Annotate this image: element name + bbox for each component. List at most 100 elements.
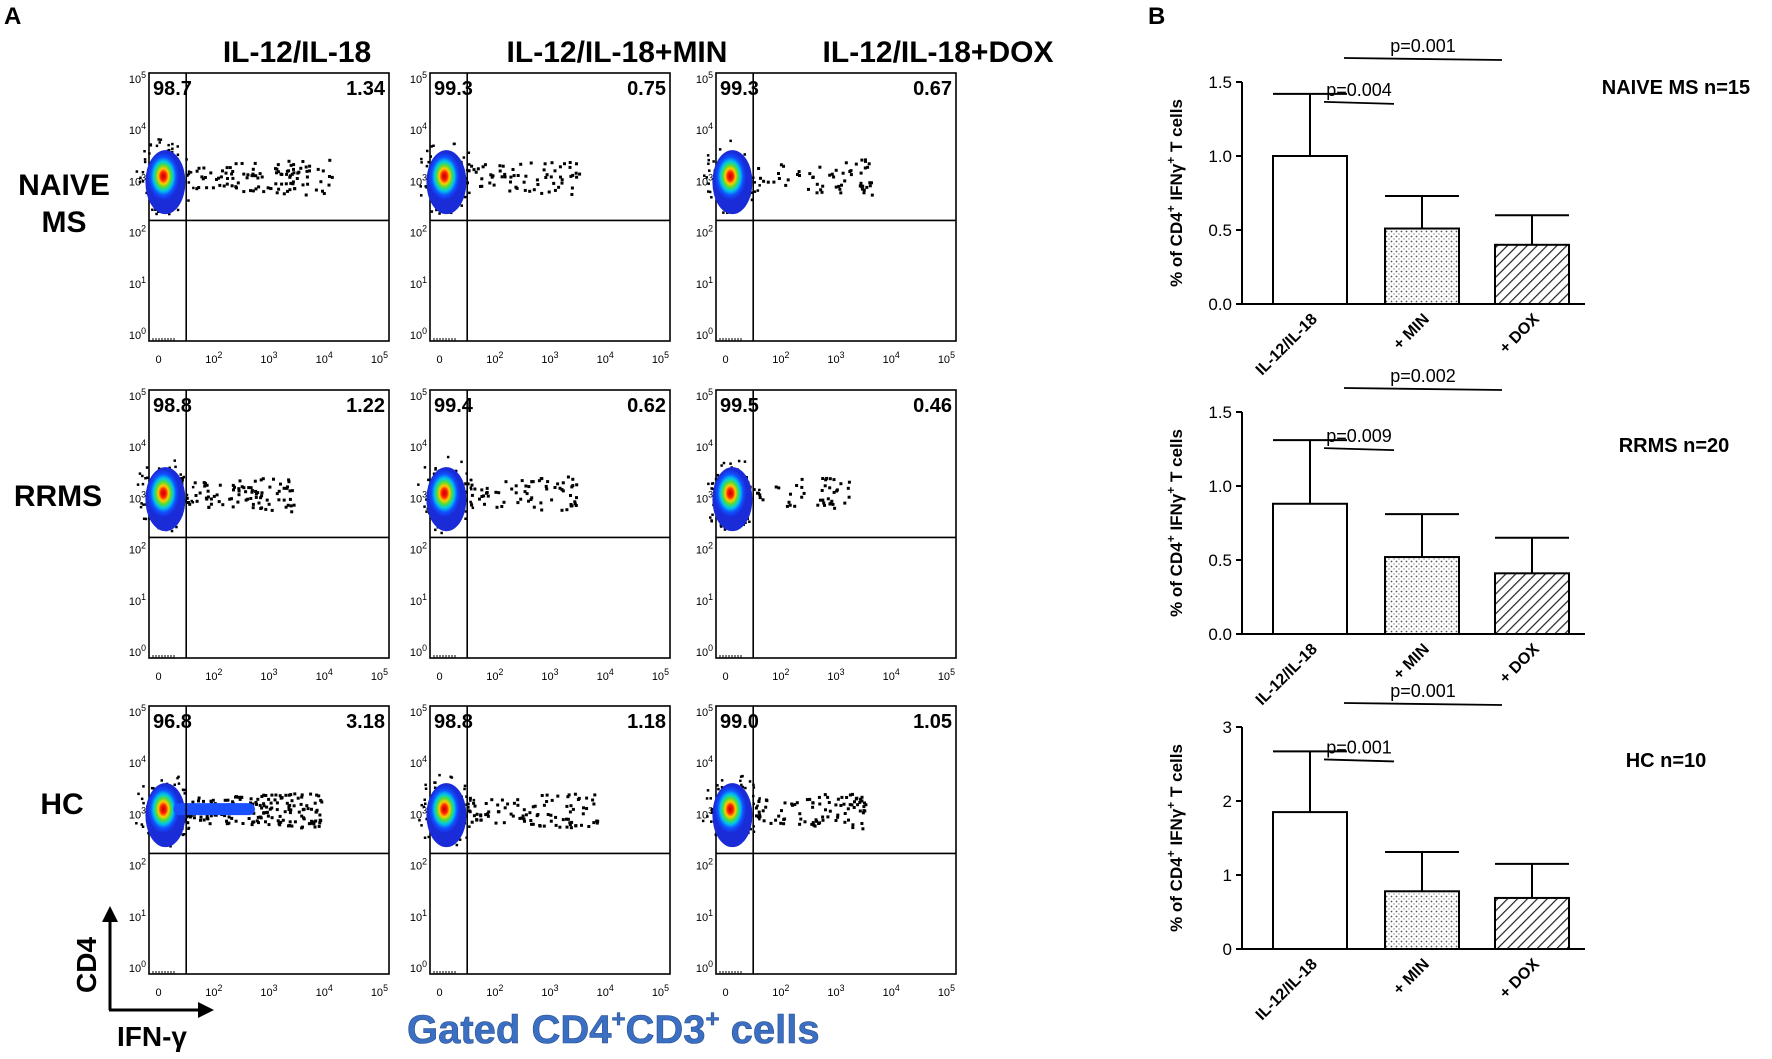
x-tick-label: 105: [938, 350, 955, 366]
y-tick-label-base: 10: [129, 861, 141, 873]
x-tick-label-exp: 3: [273, 983, 278, 993]
x-tick-label-exp: 2: [498, 983, 503, 993]
event-dot: [485, 491, 489, 494]
event-dot: [707, 482, 710, 486]
y-tick-label-exp: 0: [708, 959, 713, 969]
event-dot: [151, 208, 154, 211]
event-dot: [464, 482, 468, 486]
event-dot: [758, 488, 761, 492]
y-tick-label: 0.5: [1208, 221, 1232, 240]
y-tick-label-base: 10: [696, 125, 708, 137]
event-dot: [280, 173, 284, 176]
event-dot: [716, 473, 720, 477]
y-tick-label-exp: 4: [422, 438, 427, 448]
event-dot: [818, 821, 822, 825]
x-tick-label-exp: 4: [609, 667, 614, 677]
panel-a-label: A: [4, 3, 21, 30]
event-dot: [141, 482, 145, 486]
quadrant-ur-value: 1.34: [346, 78, 386, 100]
event-dot: [274, 182, 278, 186]
event-dot: [169, 845, 172, 848]
event-dot: [144, 477, 147, 480]
y-tick-label-base: 10: [410, 493, 422, 505]
event-dot: [719, 525, 723, 528]
x-tick-label-base: 10: [938, 354, 950, 366]
y-tick-label-base: 10: [696, 176, 708, 188]
event-dot: [520, 479, 524, 483]
event-dot: [472, 798, 476, 802]
event-dot: [830, 172, 834, 176]
x-tick-label-exp: 2: [784, 350, 789, 360]
event-dot: [757, 167, 761, 170]
event-dot: [860, 158, 864, 162]
event-dot: [136, 483, 140, 486]
x-tick-label-exp: 3: [840, 983, 845, 993]
event-dot: [843, 179, 847, 183]
event-dot: [290, 489, 294, 493]
y-tick-label: 101: [696, 275, 713, 291]
event-dot: [574, 171, 578, 175]
event-dot: [181, 479, 184, 482]
x-tick-label-base: 10: [883, 354, 895, 366]
event-dot: [201, 177, 205, 181]
event-dot: [723, 528, 727, 531]
y-tick-label-base: 10: [129, 391, 141, 403]
event-dot: [141, 825, 145, 828]
x-tick-label-base: 10: [772, 354, 784, 366]
event-dot: [256, 797, 260, 801]
event-dot: [816, 503, 820, 507]
event-dot: [292, 503, 296, 507]
event-dot: [843, 820, 847, 824]
x-tick-label-base: 10: [205, 354, 217, 366]
y-tick-label-base: 10: [129, 809, 141, 821]
event-dot: [527, 485, 531, 489]
event-dot: [839, 191, 843, 195]
x-tick-label: 103: [260, 983, 277, 999]
event-dot: [300, 814, 304, 818]
event-dot: [737, 459, 741, 463]
event-dot: [530, 822, 533, 826]
event-dot: [144, 517, 148, 521]
event-dot: [519, 497, 523, 501]
x-tick-label-base: 10: [827, 987, 839, 999]
y-tick-label: 100: [129, 643, 146, 659]
event-dot: [553, 169, 557, 173]
y-tick-label: 104: [129, 438, 146, 454]
event-dot: [135, 170, 139, 173]
event-dot: [543, 162, 547, 166]
event-dot: [546, 813, 550, 816]
event-dot: [197, 799, 200, 803]
event-dot: [469, 478, 473, 482]
event-dot: [569, 503, 573, 506]
x-tick-label: 103: [827, 350, 844, 366]
event-dot: [472, 801, 476, 805]
x-tick-label: 104: [883, 983, 900, 999]
event-dot: [209, 502, 213, 506]
event-dot: [284, 182, 288, 186]
y-tick-label: 2: [1223, 792, 1232, 811]
y-tick-label: 103: [410, 172, 427, 188]
y-tick-label-exp: 2: [708, 224, 713, 234]
event-dot: [758, 493, 762, 497]
event-dot: [814, 818, 818, 822]
x-tick-label-base: 10: [883, 671, 895, 683]
bar-chart-2: 0.00.51.01.5% of CD4+ IFNγ+ T cellsIL-12…: [1164, 366, 1729, 709]
event-dot: [206, 817, 210, 821]
event-dot: [288, 820, 292, 824]
event-dot: [425, 164, 429, 168]
event-dot: [223, 798, 227, 802]
y-tick-label: 100: [410, 326, 427, 342]
event-dot: [306, 807, 310, 811]
event-dot: [230, 497, 233, 501]
event-dot: [856, 803, 860, 807]
event-dot: [528, 811, 532, 815]
y-tick-label: 105: [696, 703, 713, 719]
event-dot: [206, 495, 210, 499]
event-dot: [867, 162, 871, 166]
event-dot: [799, 817, 803, 821]
event-dot: [823, 503, 826, 507]
event-dot: [754, 806, 758, 810]
event-dot: [260, 494, 264, 498]
event-dot: [257, 821, 260, 825]
event-dot: [789, 492, 792, 496]
